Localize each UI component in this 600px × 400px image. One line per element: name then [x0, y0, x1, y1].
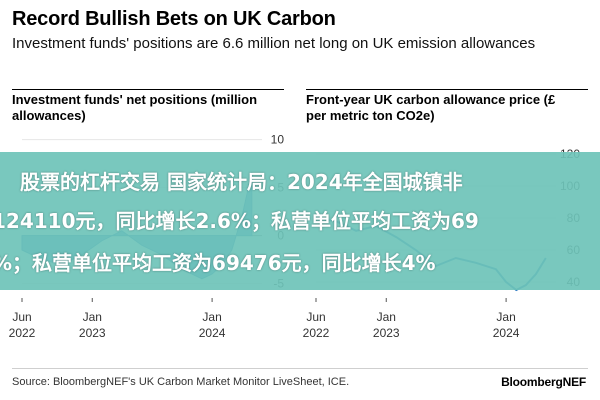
left-y-tick-label: 10 [271, 133, 285, 147]
overlay-text-line-1: 股票的杠杆交易 国家统计局：2024年全国城镇非 [20, 170, 463, 194]
overlay-text-line-2: 124110元，同比增长2.6%；私营单位平均工资为69 [0, 209, 479, 233]
left-panel-title: Investment funds' net positions (million… [12, 92, 258, 123]
watermark-overlay-banner: 股票的杠杆交易 国家统计局：2024年全国城镇非 124110元，同比增长2.6… [0, 152, 600, 290]
right-x-tick-month: Jan [377, 310, 396, 324]
overlay-text-line-3: %；私营单位平均工资为69476元，同比增长4% [0, 251, 436, 275]
footer-divider [12, 368, 588, 369]
right-x-tick-year: 2023 [373, 326, 400, 340]
right-x-tick-month: Jan [496, 310, 515, 324]
left-x-tick-month: Jan [202, 310, 221, 324]
chart-subtitle: Investment funds' positions are 6.6 mill… [12, 35, 536, 52]
chart-title: Record Bullish Bets on UK Carbon [12, 8, 336, 30]
right-x-tick-month: Jun [306, 310, 325, 324]
right-panel-title: Front-year UK carbon allowance price (£ … [306, 92, 556, 123]
right-panel-rule [306, 89, 588, 90]
left-panel-rule [12, 89, 284, 90]
brand-logo-text: BloombergNEF [501, 375, 586, 389]
left-x-tick-month: Jun [12, 310, 31, 324]
left-x-tick-month: Jan [83, 310, 102, 324]
right-x-tick-year: 2024 [493, 326, 520, 340]
left-x-tick-year: 2022 [9, 326, 36, 340]
left-x-tick-year: 2024 [199, 326, 226, 340]
left-x-tick-year: 2023 [79, 326, 106, 340]
right-x-tick-year: 2022 [303, 326, 330, 340]
source-note: Source: BloombergNEF's UK Carbon Market … [12, 376, 350, 388]
